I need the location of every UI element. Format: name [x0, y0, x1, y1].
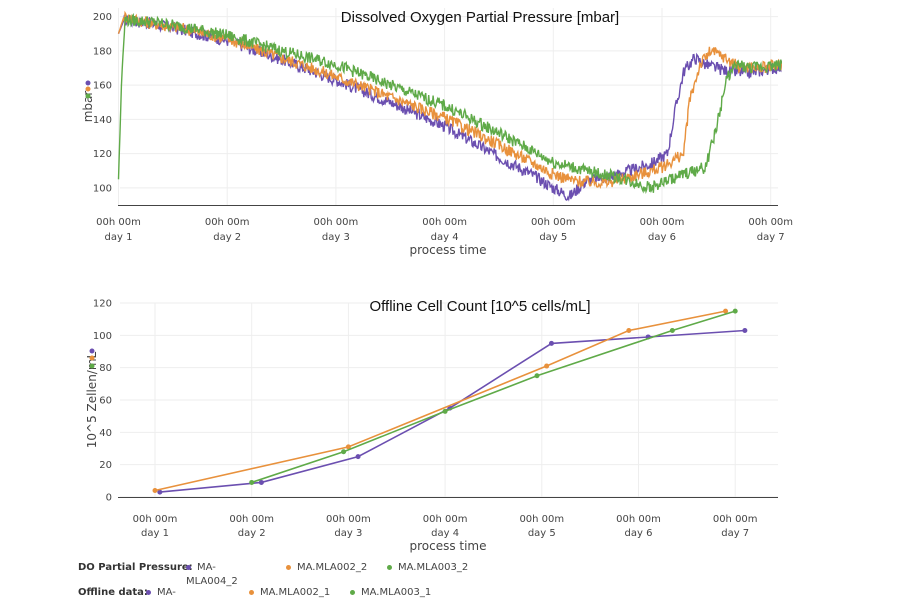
x-tick-label: day 4 — [431, 232, 459, 243]
y-tick-label: 120 — [93, 149, 112, 160]
series-point — [534, 373, 540, 379]
series-point — [152, 488, 158, 494]
legend-dot-icon — [146, 589, 151, 595]
x-tick-label: 00h 00m — [229, 514, 274, 525]
series-line — [251, 310, 736, 484]
y-tick-label: 0 — [106, 493, 112, 504]
series-point — [732, 308, 738, 314]
series-key-dot — [89, 355, 95, 361]
x-tick-label: 00h 00m — [640, 217, 685, 228]
legend-do-item-1-label2: MLA004_2 — [186, 576, 238, 587]
x-tick-label: 00h 00m — [423, 514, 468, 525]
series-point — [544, 363, 550, 369]
series-key-dot — [89, 363, 95, 369]
series-point — [345, 444, 351, 450]
series-point — [249, 479, 255, 485]
series-point — [258, 479, 264, 485]
series-point — [442, 408, 448, 414]
x-tick-label: day 5 — [528, 528, 556, 539]
y-tick-label: 100 — [93, 183, 112, 194]
legend-do-item-1[interactable]: MA- — [186, 562, 216, 573]
series-key-dot — [85, 80, 91, 86]
series-point — [548, 340, 554, 346]
y-tick-label: 120 — [93, 299, 112, 310]
x-tick-label: 00h 00m — [748, 217, 793, 228]
y-tick-label: 140 — [93, 115, 112, 126]
y-tick-label: 80 — [99, 363, 112, 374]
x-tick-label: 00h 00m — [713, 514, 758, 525]
legend-dot-icon — [249, 589, 254, 595]
legend-offline-item-3-label: MA.MLA003_1 — [361, 587, 432, 598]
x-axis-title: process time — [409, 243, 486, 257]
legend-offline-label: Offline data: — [78, 587, 148, 598]
y-tick-label: 180 — [93, 46, 112, 57]
chart-title: Dissolved Oxygen Partial Pressure [mbar] — [341, 9, 619, 26]
x-tick-label: day 6 — [625, 528, 653, 539]
x-tick-label: day 1 — [141, 528, 169, 539]
series-line — [117, 13, 782, 195]
legend-offline-item-2-label: MA.MLA002_1 — [260, 587, 331, 598]
legend-do-item-1-cont: MLA004_2 — [186, 576, 238, 587]
x-tick-label: 00h 00m — [519, 514, 564, 525]
x-tick-label: day 7 — [757, 232, 785, 243]
legend-do: DO Partial Pressure: MA- MLA004_2 MA.MLA… — [78, 562, 468, 587]
legend-do-item-2[interactable]: MA.MLA002_2 — [286, 562, 367, 573]
legend-offline-item-1[interactable]: MA- — [146, 587, 176, 598]
series-point — [723, 308, 729, 314]
y-tick-label: 160 — [93, 81, 112, 92]
x-tick-label: 00h 00m — [531, 217, 576, 228]
legend-dot-icon — [186, 564, 191, 570]
x-tick-label: day 5 — [539, 232, 567, 243]
series-key-dot — [89, 348, 95, 354]
y-tick-label: 200 — [93, 12, 112, 23]
series-key-dot — [85, 93, 91, 99]
x-tick-label: day 1 — [105, 232, 133, 243]
y-tick-label: 20 — [99, 460, 112, 471]
legend-do-item-1-label: MA- — [197, 562, 216, 573]
series-line — [117, 10, 782, 190]
legend-dot-icon — [286, 564, 291, 570]
series-line — [159, 329, 745, 493]
y-axis-title: 10^5 Zellen/mL — [85, 351, 99, 448]
legend-dot-icon — [387, 564, 392, 570]
x-tick-label: day 4 — [431, 528, 459, 539]
legend-do-item-2-label: MA.MLA002_2 — [297, 562, 368, 573]
legend-do-item-3-label: MA.MLA003_2 — [398, 562, 469, 573]
y-tick-label: 60 — [99, 396, 112, 407]
series-key-dot — [85, 86, 91, 92]
legend-offline-item-3[interactable]: MA.MLA003_1 — [350, 587, 431, 598]
legend-offline-item-1-label: MA- — [157, 587, 176, 598]
legend-offline: Offline data: MA- MA.MLA002_1 MA.MLA003_… — [78, 587, 431, 598]
x-tick-label: 00h 00m — [314, 217, 359, 228]
x-tick-label: 00h 00m — [133, 514, 178, 525]
x-tick-label: day 2 — [238, 528, 266, 539]
x-tick-label: 00h 00m — [205, 217, 250, 228]
x-tick-label: day 3 — [334, 528, 362, 539]
legend-offline-item-2[interactable]: MA.MLA002_1 — [249, 587, 330, 598]
series-point — [341, 449, 347, 455]
legend-do-label: DO Partial Pressure: — [78, 562, 193, 573]
series-point — [157, 489, 163, 495]
series-point — [742, 327, 748, 333]
x-axis-title: process time — [409, 539, 486, 553]
series-point — [626, 327, 632, 333]
x-tick-label: 00h 00m — [326, 514, 371, 525]
x-tick-label: day 6 — [648, 232, 676, 243]
x-tick-label: day 7 — [721, 528, 749, 539]
x-tick-label: day 3 — [322, 232, 350, 243]
x-tick-label: day 2 — [213, 232, 241, 243]
y-tick-label: 100 — [93, 331, 112, 342]
x-tick-label: 00h 00m — [96, 217, 141, 228]
series-point — [669, 327, 675, 333]
legend-dot-icon — [350, 589, 355, 595]
x-tick-label: 00h 00m — [616, 514, 661, 525]
chart-title: Offline Cell Count [10^5 cells/mL] — [369, 298, 590, 315]
y-axis-title: mbar — [81, 91, 95, 123]
y-tick-label: 40 — [99, 428, 112, 439]
legend-do-item-3[interactable]: MA.MLA003_2 — [387, 562, 468, 573]
x-tick-label: 00h 00m — [422, 217, 467, 228]
series-point — [355, 454, 361, 460]
